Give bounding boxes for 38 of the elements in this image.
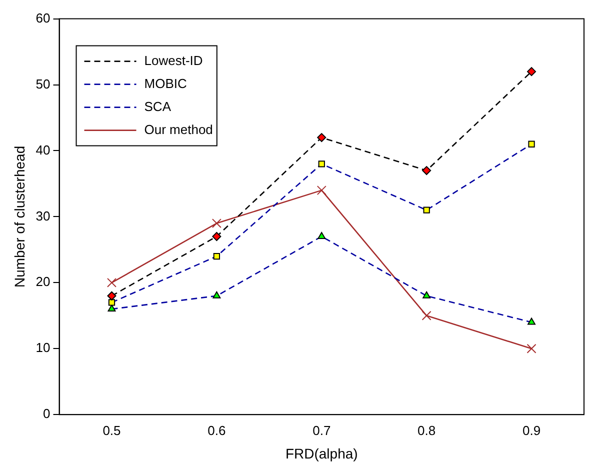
- point: [318, 160, 325, 168]
- point: [317, 133, 326, 142]
- legend-label: SCA: [144, 98, 172, 114]
- y-tick-label: 30: [36, 208, 50, 224]
- y-tick-label: 40: [36, 142, 50, 158]
- legend-label: Lowest-ID: [144, 52, 203, 68]
- legend-label: MOBIC: [144, 76, 187, 91]
- point: [212, 232, 222, 241]
- point: [422, 310, 432, 320]
- point: [212, 218, 222, 228]
- x-tick-label: 0.8: [418, 422, 436, 438]
- point: [422, 291, 431, 298]
- point: [422, 166, 432, 176]
- point: [213, 252, 220, 260]
- y-tick-label: 20: [36, 274, 50, 290]
- x-tick-label: 0.9: [522, 422, 541, 438]
- x-tick-label: 0.7: [312, 422, 331, 438]
- y-tick-label: 10: [36, 340, 50, 356]
- point: [527, 67, 536, 76]
- x-axis-title: FRD(alpha): [285, 445, 358, 462]
- y-tick-label: 60: [36, 10, 50, 26]
- point: [423, 206, 430, 214]
- point: [212, 291, 221, 298]
- point: [106, 278, 116, 288]
- point: [107, 291, 116, 300]
- point: [526, 344, 536, 354]
- y-tick-label: 0: [43, 406, 50, 422]
- x-tick-label: 0.5: [102, 422, 121, 438]
- point: [528, 140, 535, 148]
- point: [316, 186, 326, 196]
- point: [108, 299, 116, 306]
- legend-label: Our method: [144, 122, 213, 137]
- point: [318, 232, 326, 239]
- x-tick-label: 0.6: [208, 422, 226, 438]
- point: [108, 304, 116, 312]
- y-tick-label: 50: [36, 76, 50, 92]
- point: [528, 318, 536, 325]
- y-axis-title: Number of clusterhead: [11, 146, 28, 288]
